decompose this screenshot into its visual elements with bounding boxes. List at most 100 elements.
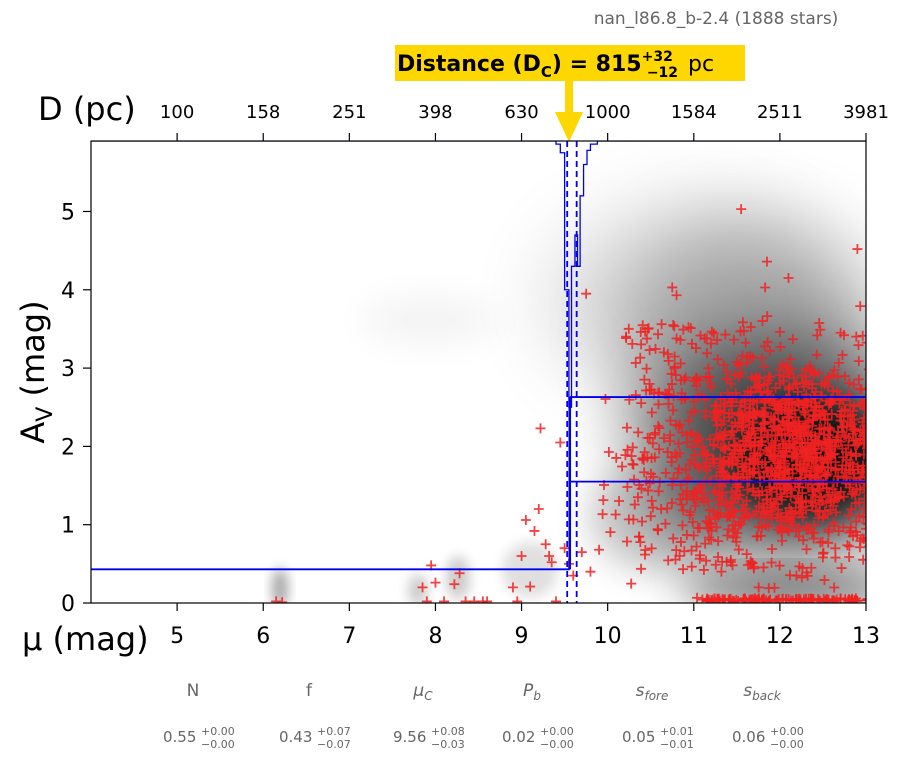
star-point: [726, 487, 737, 498]
distance-label-eq: ) = 815: [552, 52, 642, 77]
star-point: [529, 525, 540, 536]
star-point: [823, 537, 834, 548]
star-point: [783, 273, 794, 284]
star-point: [692, 592, 703, 603]
star-point: [815, 475, 826, 486]
star-point: [756, 522, 767, 533]
star-point: [760, 282, 771, 293]
star-point: [861, 518, 866, 529]
star-point: [836, 393, 847, 404]
star-point: [815, 324, 826, 335]
star-point: [744, 469, 755, 480]
star-point: [636, 398, 647, 409]
top-tick-label: 2511: [757, 102, 803, 123]
star-point: [747, 352, 758, 363]
star-point: [809, 519, 820, 530]
star-point: [859, 399, 866, 410]
star-point: [818, 409, 829, 420]
star-point: [742, 484, 753, 495]
star-point: [817, 548, 828, 559]
y-tick-label: 1: [61, 514, 75, 539]
star-point: [761, 256, 772, 267]
star-point: [733, 493, 744, 504]
distance-label-background: [395, 45, 745, 81]
star-point: [711, 522, 722, 533]
star-point: [690, 500, 701, 511]
star-point: [725, 497, 736, 508]
star-point: [665, 430, 676, 441]
star-point: [732, 528, 743, 539]
star-point: [863, 523, 866, 526]
star-point: [826, 496, 837, 507]
star-point: [735, 326, 746, 337]
star-point: [751, 506, 762, 517]
star-point: [845, 465, 856, 476]
star-point: [819, 379, 830, 390]
star-point: [791, 378, 802, 389]
star-point: [814, 317, 825, 328]
star-point: [862, 484, 866, 486]
star-point: [847, 419, 858, 430]
star-point: [784, 369, 795, 380]
star-point: [600, 394, 611, 405]
star-point: [787, 417, 798, 428]
star-point: [807, 489, 818, 500]
star-point: [847, 409, 858, 420]
star-point: [789, 438, 800, 449]
star-point: [632, 492, 643, 503]
star-point: [800, 420, 811, 431]
star-point: [858, 554, 866, 565]
star-point: [857, 330, 866, 341]
star-point: [647, 438, 658, 449]
star-point: [811, 453, 822, 464]
star-point: [788, 446, 799, 457]
star-point: [822, 491, 833, 502]
star-point: [660, 467, 671, 478]
star-point: [718, 398, 729, 409]
star-point: [774, 326, 785, 337]
star-point: [859, 429, 866, 440]
star-point: [714, 499, 725, 510]
star-point: [853, 356, 864, 367]
star-point: [736, 506, 747, 517]
star-point: [859, 404, 866, 415]
star-point: [755, 386, 766, 397]
star-point: [775, 478, 786, 489]
star-point: [646, 407, 657, 418]
star-point: [844, 541, 855, 552]
star-point: [844, 378, 855, 389]
star-point: [736, 519, 747, 530]
star-point: [576, 547, 587, 558]
star-point: [736, 425, 747, 436]
star-point: [678, 505, 689, 516]
star-point: [690, 449, 701, 460]
star-point: [806, 562, 817, 573]
star-point: [833, 436, 844, 447]
star-point: [688, 487, 699, 498]
star-point: [741, 495, 752, 506]
star-point: [809, 367, 820, 378]
star-point: [520, 514, 531, 525]
star-point: [865, 464, 866, 467]
star-point: [863, 415, 866, 418]
star-point: [858, 438, 866, 449]
star-point: [685, 507, 696, 518]
star-point: [821, 453, 832, 464]
star-point: [649, 452, 660, 463]
star-point: [776, 429, 787, 440]
star-point: [449, 579, 460, 590]
star-point: [692, 494, 703, 505]
plot-frame: [90, 140, 867, 604]
star-point: [611, 452, 622, 463]
distance-label-lo: −12: [647, 65, 678, 81]
star-point: [745, 436, 756, 447]
star-point: [544, 551, 555, 562]
star-point: [680, 372, 691, 383]
star-point: [731, 594, 742, 603]
star-point: [800, 495, 811, 506]
star-point: [636, 483, 647, 494]
star-point: [622, 482, 633, 493]
param-name: sfore: [636, 681, 669, 703]
star-point: [727, 520, 738, 531]
star-point: [674, 463, 685, 474]
